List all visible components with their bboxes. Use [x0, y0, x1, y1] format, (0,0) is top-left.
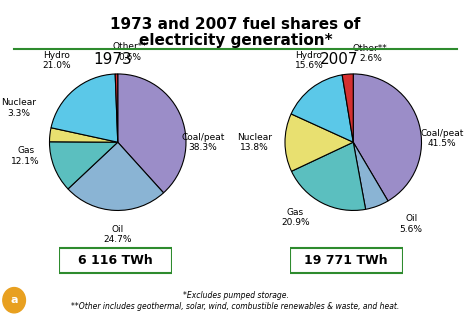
- Text: a: a: [10, 295, 18, 305]
- Text: 6 116 TWh: 6 116 TWh: [78, 254, 153, 267]
- Wedge shape: [353, 74, 422, 201]
- Wedge shape: [353, 142, 388, 209]
- Text: Hydro
21.0%: Hydro 21.0%: [42, 51, 71, 70]
- Text: Other**
2.6%: Other** 2.6%: [353, 44, 388, 63]
- Text: Oil
24.7%: Oil 24.7%: [104, 225, 132, 244]
- Text: *Excludes pumped storage.: *Excludes pumped storage.: [183, 291, 288, 300]
- Wedge shape: [49, 142, 118, 189]
- Text: Other**
0.6%: Other** 0.6%: [113, 42, 147, 62]
- Text: Hydro
15.6%: Hydro 15.6%: [294, 51, 323, 70]
- Text: Coal/peat
41.5%: Coal/peat 41.5%: [420, 129, 463, 149]
- Text: Gas
12.1%: Gas 12.1%: [11, 146, 40, 166]
- Text: Gas
20.9%: Gas 20.9%: [281, 208, 309, 227]
- Text: Oil
5.6%: Oil 5.6%: [400, 215, 423, 234]
- Text: 1973 and 2007 fuel shares of: 1973 and 2007 fuel shares of: [110, 17, 361, 32]
- Wedge shape: [68, 142, 163, 210]
- Circle shape: [3, 288, 25, 313]
- Wedge shape: [342, 74, 353, 142]
- Text: 2007: 2007: [320, 52, 358, 67]
- Text: Nuclear
13.8%: Nuclear 13.8%: [237, 132, 272, 152]
- Wedge shape: [291, 75, 353, 142]
- Wedge shape: [49, 128, 118, 142]
- Wedge shape: [292, 142, 365, 210]
- Wedge shape: [118, 74, 186, 193]
- Text: 1973: 1973: [94, 52, 132, 67]
- Text: Nuclear
3.3%: Nuclear 3.3%: [1, 98, 36, 118]
- Text: electricity generation*: electricity generation*: [138, 33, 333, 48]
- Text: **Other includes geothermal, solar, wind, combustible renewables & waste, and he: **Other includes geothermal, solar, wind…: [72, 302, 399, 311]
- Wedge shape: [285, 114, 353, 171]
- Wedge shape: [115, 74, 118, 142]
- FancyBboxPatch shape: [59, 248, 172, 274]
- Wedge shape: [51, 74, 118, 142]
- Text: Coal/peat
38.3%: Coal/peat 38.3%: [181, 132, 225, 152]
- Text: 19 771 TWh: 19 771 TWh: [304, 254, 388, 267]
- FancyBboxPatch shape: [290, 248, 403, 274]
